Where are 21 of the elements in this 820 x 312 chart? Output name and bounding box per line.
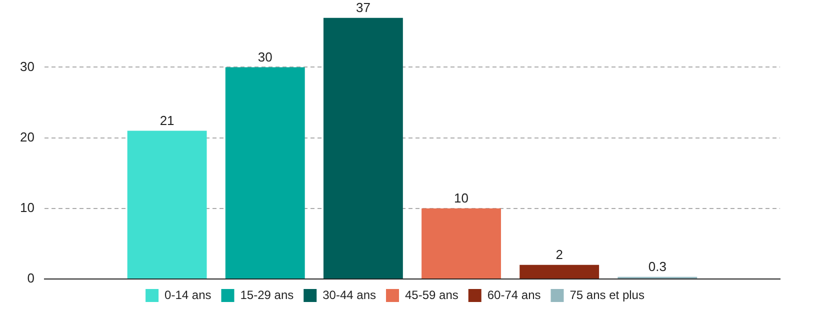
y-tick-label: 0	[27, 270, 34, 286]
bar	[323, 18, 403, 278]
data-label: 10	[454, 190, 468, 206]
data-label: 21	[160, 112, 174, 128]
y-tick-label: 10	[20, 200, 34, 215]
bar	[225, 67, 305, 278]
y-tick-label: 20	[20, 129, 34, 144]
bar	[520, 264, 600, 278]
legend-label: 60-74 ans	[487, 288, 541, 302]
legend-label: 75 ans et plus	[570, 288, 644, 302]
bar	[127, 130, 207, 278]
legend-label: 45-59 ans	[404, 288, 458, 302]
data-label: 2	[556, 246, 563, 262]
legend-label: 30-44 ans	[322, 288, 376, 302]
bar	[422, 208, 501, 278]
data-label: 0.3	[648, 258, 666, 274]
data-label: 30	[258, 49, 272, 64]
data-label: 37	[356, 0, 370, 15]
legend-label: 15-29 ans	[240, 288, 294, 302]
y-tick-label: 30	[20, 58, 34, 74]
legend-label: 0-14 ans	[164, 288, 212, 302]
